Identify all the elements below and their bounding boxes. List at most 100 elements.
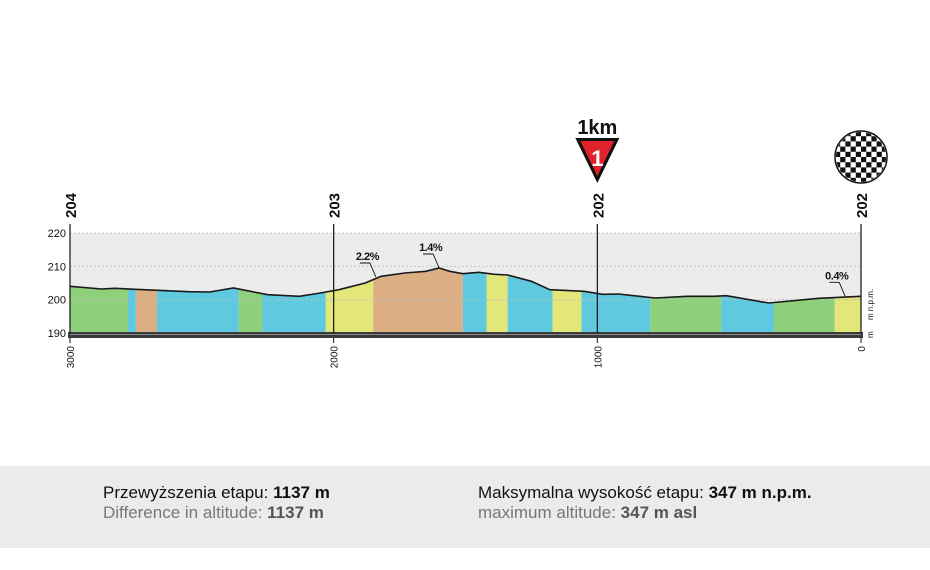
- gradient-annotation-label: 0.4%: [825, 270, 849, 282]
- altitude-marker-label: 203: [327, 193, 344, 218]
- finish-flag-square: [861, 167, 867, 173]
- gradient-annotation-label: 1.4%: [419, 242, 443, 254]
- finish-flag-square: [836, 172, 841, 178]
- finish-flag-square: [887, 131, 892, 136]
- finish-flag-square: [861, 126, 866, 131]
- altitude-marker-label: 202: [590, 193, 607, 218]
- finish-flag-square: [855, 151, 861, 157]
- max-altitude-value-en: 347 m asl: [620, 502, 698, 522]
- finish-flag-icon: [830, 126, 892, 188]
- altitude-difference-stat: Przewyższenia etapu: 1137 m Difference i…: [103, 483, 330, 522]
- gradient-band: [486, 268, 508, 333]
- finish-flag-square: [850, 146, 856, 152]
- finish-flag-square: [876, 151, 882, 157]
- finish-flag-square: [836, 132, 841, 137]
- finish-flag-square: [856, 183, 861, 188]
- finish-flag-square: [850, 157, 856, 163]
- finish-flag-square: [877, 183, 882, 188]
- finish-flag-square: [881, 177, 886, 182]
- altitude-difference-value-en: 1137 m: [267, 502, 324, 522]
- finish-flag-square: [855, 132, 861, 137]
- x-tick-label: 1000: [593, 346, 604, 369]
- finish-flag-square: [887, 162, 892, 167]
- finish-flag-square: [871, 126, 876, 131]
- y-unit-label: m n.p.m.: [866, 289, 875, 320]
- altitude-difference-value-pl: 1137 m: [273, 483, 330, 502]
- finish-flag-square: [887, 183, 892, 188]
- altitude-difference-label-en: Difference in altitude:: [103, 502, 263, 522]
- x-tick-label: 2000: [330, 346, 341, 369]
- finish-flag-square: [836, 162, 841, 168]
- finish-flag-square: [871, 157, 877, 163]
- max-altitude-label-en: maximum altitude:: [478, 502, 616, 522]
- y-tick-label: 210: [48, 261, 66, 273]
- finish-flag-square: [840, 177, 846, 182]
- finish-flag-square: [851, 126, 856, 131]
- finish-flag-square: [881, 146, 886, 152]
- max-altitude-stat: Maksymalna wysokość etapu: 347 m n.p.m. …: [478, 483, 812, 522]
- finish-flag-square: [840, 167, 846, 173]
- finish-flag-square: [855, 172, 861, 178]
- finish-flag-square: [876, 132, 882, 137]
- finish-flag-square: [871, 167, 877, 173]
- finish-flag-square: [866, 172, 872, 178]
- finish-flag-square: [845, 162, 851, 168]
- max-altitude-label-pl: Maksymalna wysokość etapu:: [478, 483, 704, 502]
- x-unit-label: m: [866, 331, 875, 338]
- finish-flag-square: [876, 141, 882, 147]
- altitude-difference-label-pl: Przewyższenia etapu:: [103, 483, 269, 502]
- finish-flag-square: [866, 141, 872, 147]
- y-tick-label: 200: [48, 295, 66, 307]
- annotation-leader: [359, 262, 377, 278]
- flamme-rouge-triangle: [580, 141, 615, 176]
- y-tick-label: 190: [48, 328, 66, 340]
- finish-flag-square: [850, 136, 856, 142]
- altitude-marker-label: 204: [63, 192, 80, 218]
- gradient-band: [128, 268, 136, 333]
- finish-flag-square: [887, 173, 892, 178]
- finish-flag-square: [876, 162, 882, 168]
- finish-flag-square: [866, 151, 872, 157]
- annotation-leader: [423, 253, 440, 269]
- finish-flag-square: [845, 183, 850, 188]
- finish-flag-square: [840, 126, 845, 131]
- gradient-band: [373, 268, 463, 333]
- finish-flag-square: [887, 141, 892, 146]
- finish-flag-square: [830, 136, 835, 141]
- finish-flag-square: [850, 177, 856, 182]
- flamme-rouge-label: 1km: [577, 117, 617, 139]
- finish-flag-square: [871, 146, 877, 152]
- gradient-bands: [70, 233, 861, 333]
- max-altitude-value-pl: 347 m n.p.m.: [708, 483, 812, 502]
- finish-flag-square: [881, 157, 886, 163]
- finish-flag-square: [850, 167, 856, 173]
- finish-flag-square: [866, 132, 872, 137]
- gradient-annotation-label: 2.2%: [356, 251, 380, 263]
- finish-flag-square: [861, 177, 867, 182]
- altitude-marker-label: 202: [854, 193, 871, 218]
- finish-flag-square: [866, 183, 871, 188]
- finish-flag-square: [845, 141, 851, 147]
- finish-flag-square: [830, 157, 835, 162]
- finish-flag-square: [840, 146, 846, 152]
- x-tick-label: 0: [857, 346, 868, 352]
- elevation-profile-chart: 190 200 210 220 m n.p.m. m 3000 2000 1000 0 204 203…: [48, 117, 892, 369]
- finish-flag-square: [845, 151, 851, 157]
- finish-flag-square: [855, 141, 861, 147]
- finish-flag-square: [866, 162, 872, 168]
- x-tick-label: 3000: [66, 346, 77, 369]
- finish-flag-square: [830, 178, 835, 183]
- finish-flag-square: [830, 147, 835, 152]
- finish-flag-square: [845, 172, 851, 178]
- finish-flag-square: [882, 126, 887, 131]
- finish-flag-square: [887, 152, 892, 157]
- finish-flag-square: [830, 167, 835, 172]
- finish-flag-square: [855, 162, 861, 168]
- finish-flag-square: [830, 126, 835, 131]
- finish-flag-square: [836, 151, 841, 157]
- gradient-band: [462, 268, 487, 333]
- stage-stats-footer: Przewyższenia etapu: 1137 m Difference i…: [0, 466, 930, 548]
- y-tick-label: 220: [48, 228, 66, 240]
- profile-line: [69, 267, 862, 304]
- finish-flag-square: [835, 183, 840, 188]
